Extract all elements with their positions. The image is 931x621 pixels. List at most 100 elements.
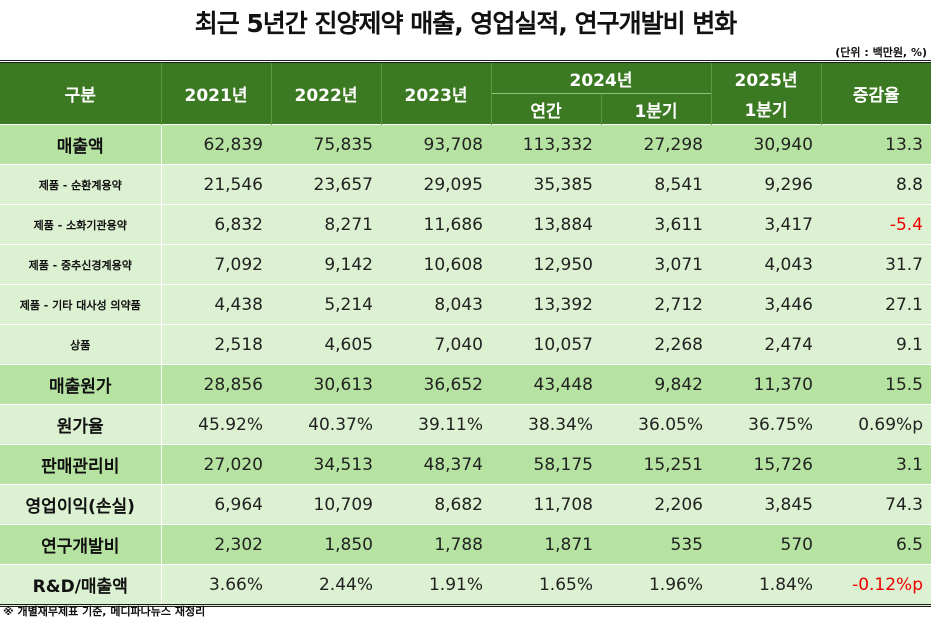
table-cell: 28,856 [161, 364, 271, 405]
table-cell: 570 [711, 524, 821, 565]
table-cell: 6,964 [161, 484, 271, 525]
table-cell: 4,043 [711, 244, 821, 285]
table-cell: 36.75% [711, 404, 821, 445]
table-cell: 75,835 [271, 124, 381, 165]
table-row: 상품 2,518 4,605 7,040 10,057 2,268 2,474 9.1 [0, 324, 931, 365]
table-cell: 93,708 [381, 124, 491, 165]
table-cell: 9,142 [271, 244, 381, 285]
table-cell: 8,682 [381, 484, 491, 525]
table-cell: 113,332 [491, 124, 601, 165]
table-cell: 3,417 [711, 204, 821, 245]
table-row: 매출원가 28,856 30,613 36,652 43,448 9,842 11,370 1… [0, 364, 931, 405]
table-cell: 2,712 [601, 284, 711, 325]
table-cell: 74.3 [821, 484, 931, 525]
table-cell: 43,448 [491, 364, 601, 405]
table-cell: 4,438 [161, 284, 271, 325]
table-cell: 5,214 [271, 284, 381, 325]
table-cell: 35,385 [491, 164, 601, 205]
table-cell: 7,040 [381, 324, 491, 365]
table-cell: 11,686 [381, 204, 491, 245]
table-cell: 10,057 [491, 324, 601, 365]
table-cell: 1.65% [491, 564, 601, 606]
header-2022: 2022년 [270, 61, 381, 125]
table-cell: 34,513 [271, 444, 381, 485]
row-label: 제품 - 순환계용약 [0, 164, 162, 205]
table-cell: 27,020 [161, 444, 271, 485]
table-cell: 3.66% [161, 564, 271, 606]
table-cell: 13,884 [491, 204, 601, 245]
table-cell: 6,832 [161, 204, 271, 245]
table-cell: 38.34% [491, 404, 601, 445]
row-label: 제품 - 기타 대사성 의약품 [0, 284, 162, 325]
table-cell: 27,298 [601, 124, 711, 165]
header-2024: 2024년 [490, 61, 711, 94]
table-cell: 2,518 [161, 324, 271, 365]
row-label: 매출액 [0, 124, 162, 165]
table-cell: 27.1 [821, 284, 931, 325]
table-cell: 36,652 [381, 364, 491, 405]
table-cell: 45.92% [161, 404, 271, 445]
table-row: 연구개발비 2,302 1,850 1,788 1,871 535 570 6.5 [0, 524, 931, 565]
table-cell: 36.05% [601, 404, 711, 445]
table-cell: 1,788 [381, 524, 491, 565]
table-row: 판매관리비 27,020 34,513 48,374 58,175 15,251 15,72… [0, 444, 931, 485]
table-cell: 39.11% [381, 404, 491, 445]
table-cell: 30,613 [271, 364, 381, 405]
table-cell: 13.3 [821, 124, 931, 165]
table-cell: 3,611 [601, 204, 711, 245]
table-cell: 40.37% [271, 404, 381, 445]
header-2024-q1: 1분기 [600, 93, 711, 125]
header-category: 구분 [0, 61, 161, 125]
table-cell: 1,850 [271, 524, 381, 565]
financial-table: 구분 2021년 2022년 2023년 2024년 2025년 증감율 연간 … [0, 60, 931, 607]
table-cell: 2,206 [601, 484, 711, 525]
table-cell: 1.91% [381, 564, 491, 606]
row-label: 제품 - 중추신경계용약 [0, 244, 162, 285]
table-cell: 15.5 [821, 364, 931, 405]
row-label: 영업이익(손실) [0, 484, 162, 525]
table-row: 제품 - 중추신경계용약 7,092 9,142 10,608 12,950 3,071 4… [0, 244, 931, 285]
table-row: 영업이익(손실) 6,964 10,709 8,682 11,708 2,206 3,845… [0, 484, 931, 525]
table-row: R&D/매출액 3.66% 2.44% 1.91% 1.65% 1.96% 1.84% -0.… [0, 564, 931, 606]
row-label: 연구개발비 [0, 524, 162, 565]
table-cell: 30,940 [711, 124, 821, 165]
row-label: 매출원가 [0, 364, 162, 405]
header-2023: 2023년 [380, 61, 491, 125]
header-2024-annual: 연간 [490, 93, 601, 125]
header-change: 증감율 [820, 61, 931, 125]
table-cell: 3,845 [711, 484, 821, 525]
table-cell: 11,708 [491, 484, 601, 525]
row-label: 제품 - 소화기관용약 [0, 204, 162, 245]
table-cell: 9,296 [711, 164, 821, 205]
table-row: 제품 - 소화기관용약 6,832 8,271 11,686 13,884 3,611 3,… [0, 204, 931, 245]
table-cell: 2,268 [601, 324, 711, 365]
table-cell: 31.7 [821, 244, 931, 285]
header-2021: 2021년 [160, 61, 271, 125]
footnote: ※ 개별재무제표 기준, 메디파나뉴스 재정리 [3, 605, 206, 618]
row-label: 상품 [0, 324, 162, 365]
table-cell: 8,271 [271, 204, 381, 245]
table-cell: 48,374 [381, 444, 491, 485]
table-cell: 15,251 [601, 444, 711, 485]
table-cell: 4,605 [271, 324, 381, 365]
table-cell: 2,474 [711, 324, 821, 365]
table-cell: 23,657 [271, 164, 381, 205]
table-cell: -0.12%p [821, 564, 931, 606]
table-row: 원가율 45.92% 40.37% 39.11% 38.34% 36.05% 36.75% 0… [0, 404, 931, 445]
table-row: 제품 - 순환계용약 21,546 23,657 29,095 35,385 8,541 9… [0, 164, 931, 205]
table-row: 제품 - 기타 대사성 의약품 4,438 5,214 8,043 13,392 2,71… [0, 284, 931, 325]
unit-note: (단위 : 백만원, %) [835, 46, 927, 59]
table-cell: 10,709 [271, 484, 381, 525]
table-cell: 0.69%p [821, 404, 931, 445]
table-cell: 9,842 [601, 364, 711, 405]
table-cell: 8,043 [381, 284, 491, 325]
table-cell: 13,392 [491, 284, 601, 325]
table-cell: 62,839 [161, 124, 271, 165]
table-cell: 3,071 [601, 244, 711, 285]
table-cell: 21,546 [161, 164, 271, 205]
table-cell: 11,370 [711, 364, 821, 405]
table-cell: 2.44% [271, 564, 381, 606]
table-cell: 3.1 [821, 444, 931, 485]
table-cell: 8,541 [601, 164, 711, 205]
table-row: 매출액 62,839 75,835 93,708 113,332 27,298 30,940… [0, 124, 931, 165]
